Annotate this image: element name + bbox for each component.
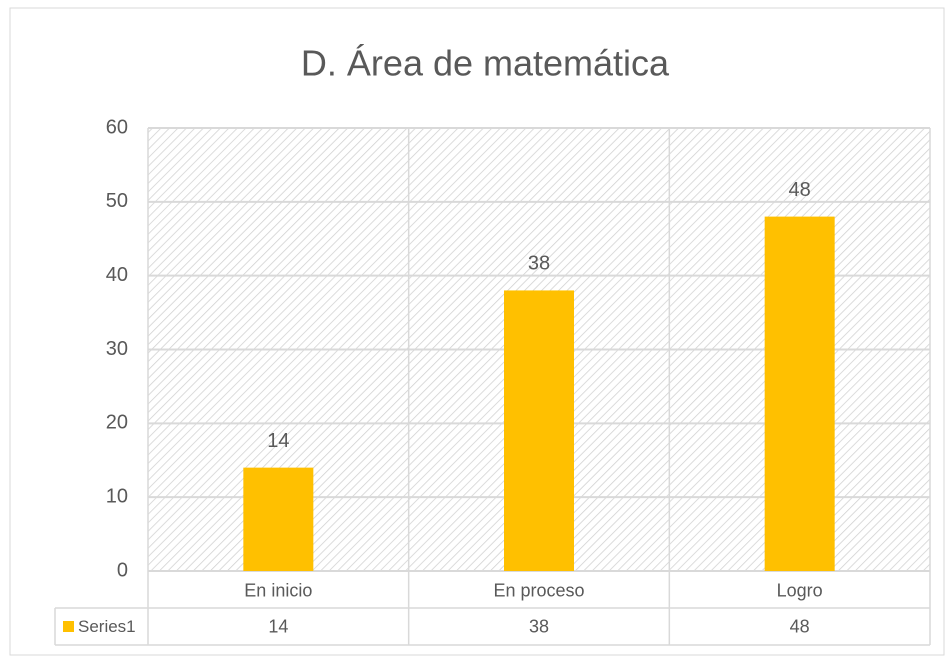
legend-swatch <box>63 621 74 632</box>
y-tick-label: 20 <box>106 412 128 434</box>
y-tick-label: 60 <box>106 116 128 138</box>
bar <box>504 290 574 571</box>
y-tick-label: 30 <box>106 338 128 360</box>
y-tick-label: 0 <box>117 559 128 581</box>
data-label: 38 <box>528 253 550 275</box>
table-value: 48 <box>790 616 810 636</box>
y-tick-label: 50 <box>106 190 128 212</box>
y-tick-label: 10 <box>106 485 128 507</box>
x-tick-label: En inicio <box>244 580 312 600</box>
data-label: 14 <box>267 430 289 452</box>
table-value: 38 <box>529 616 549 636</box>
bar <box>243 467 314 571</box>
x-tick-label: Logro <box>777 580 823 600</box>
y-tick-label: 40 <box>106 264 128 286</box>
data-label: 48 <box>789 179 811 201</box>
x-tick-label: En proceso <box>493 580 584 600</box>
table-value: 14 <box>268 616 288 636</box>
bar <box>764 216 835 571</box>
legend-label: Series1 <box>78 617 136 636</box>
chart-title: D. Área de matemática <box>301 43 670 84</box>
